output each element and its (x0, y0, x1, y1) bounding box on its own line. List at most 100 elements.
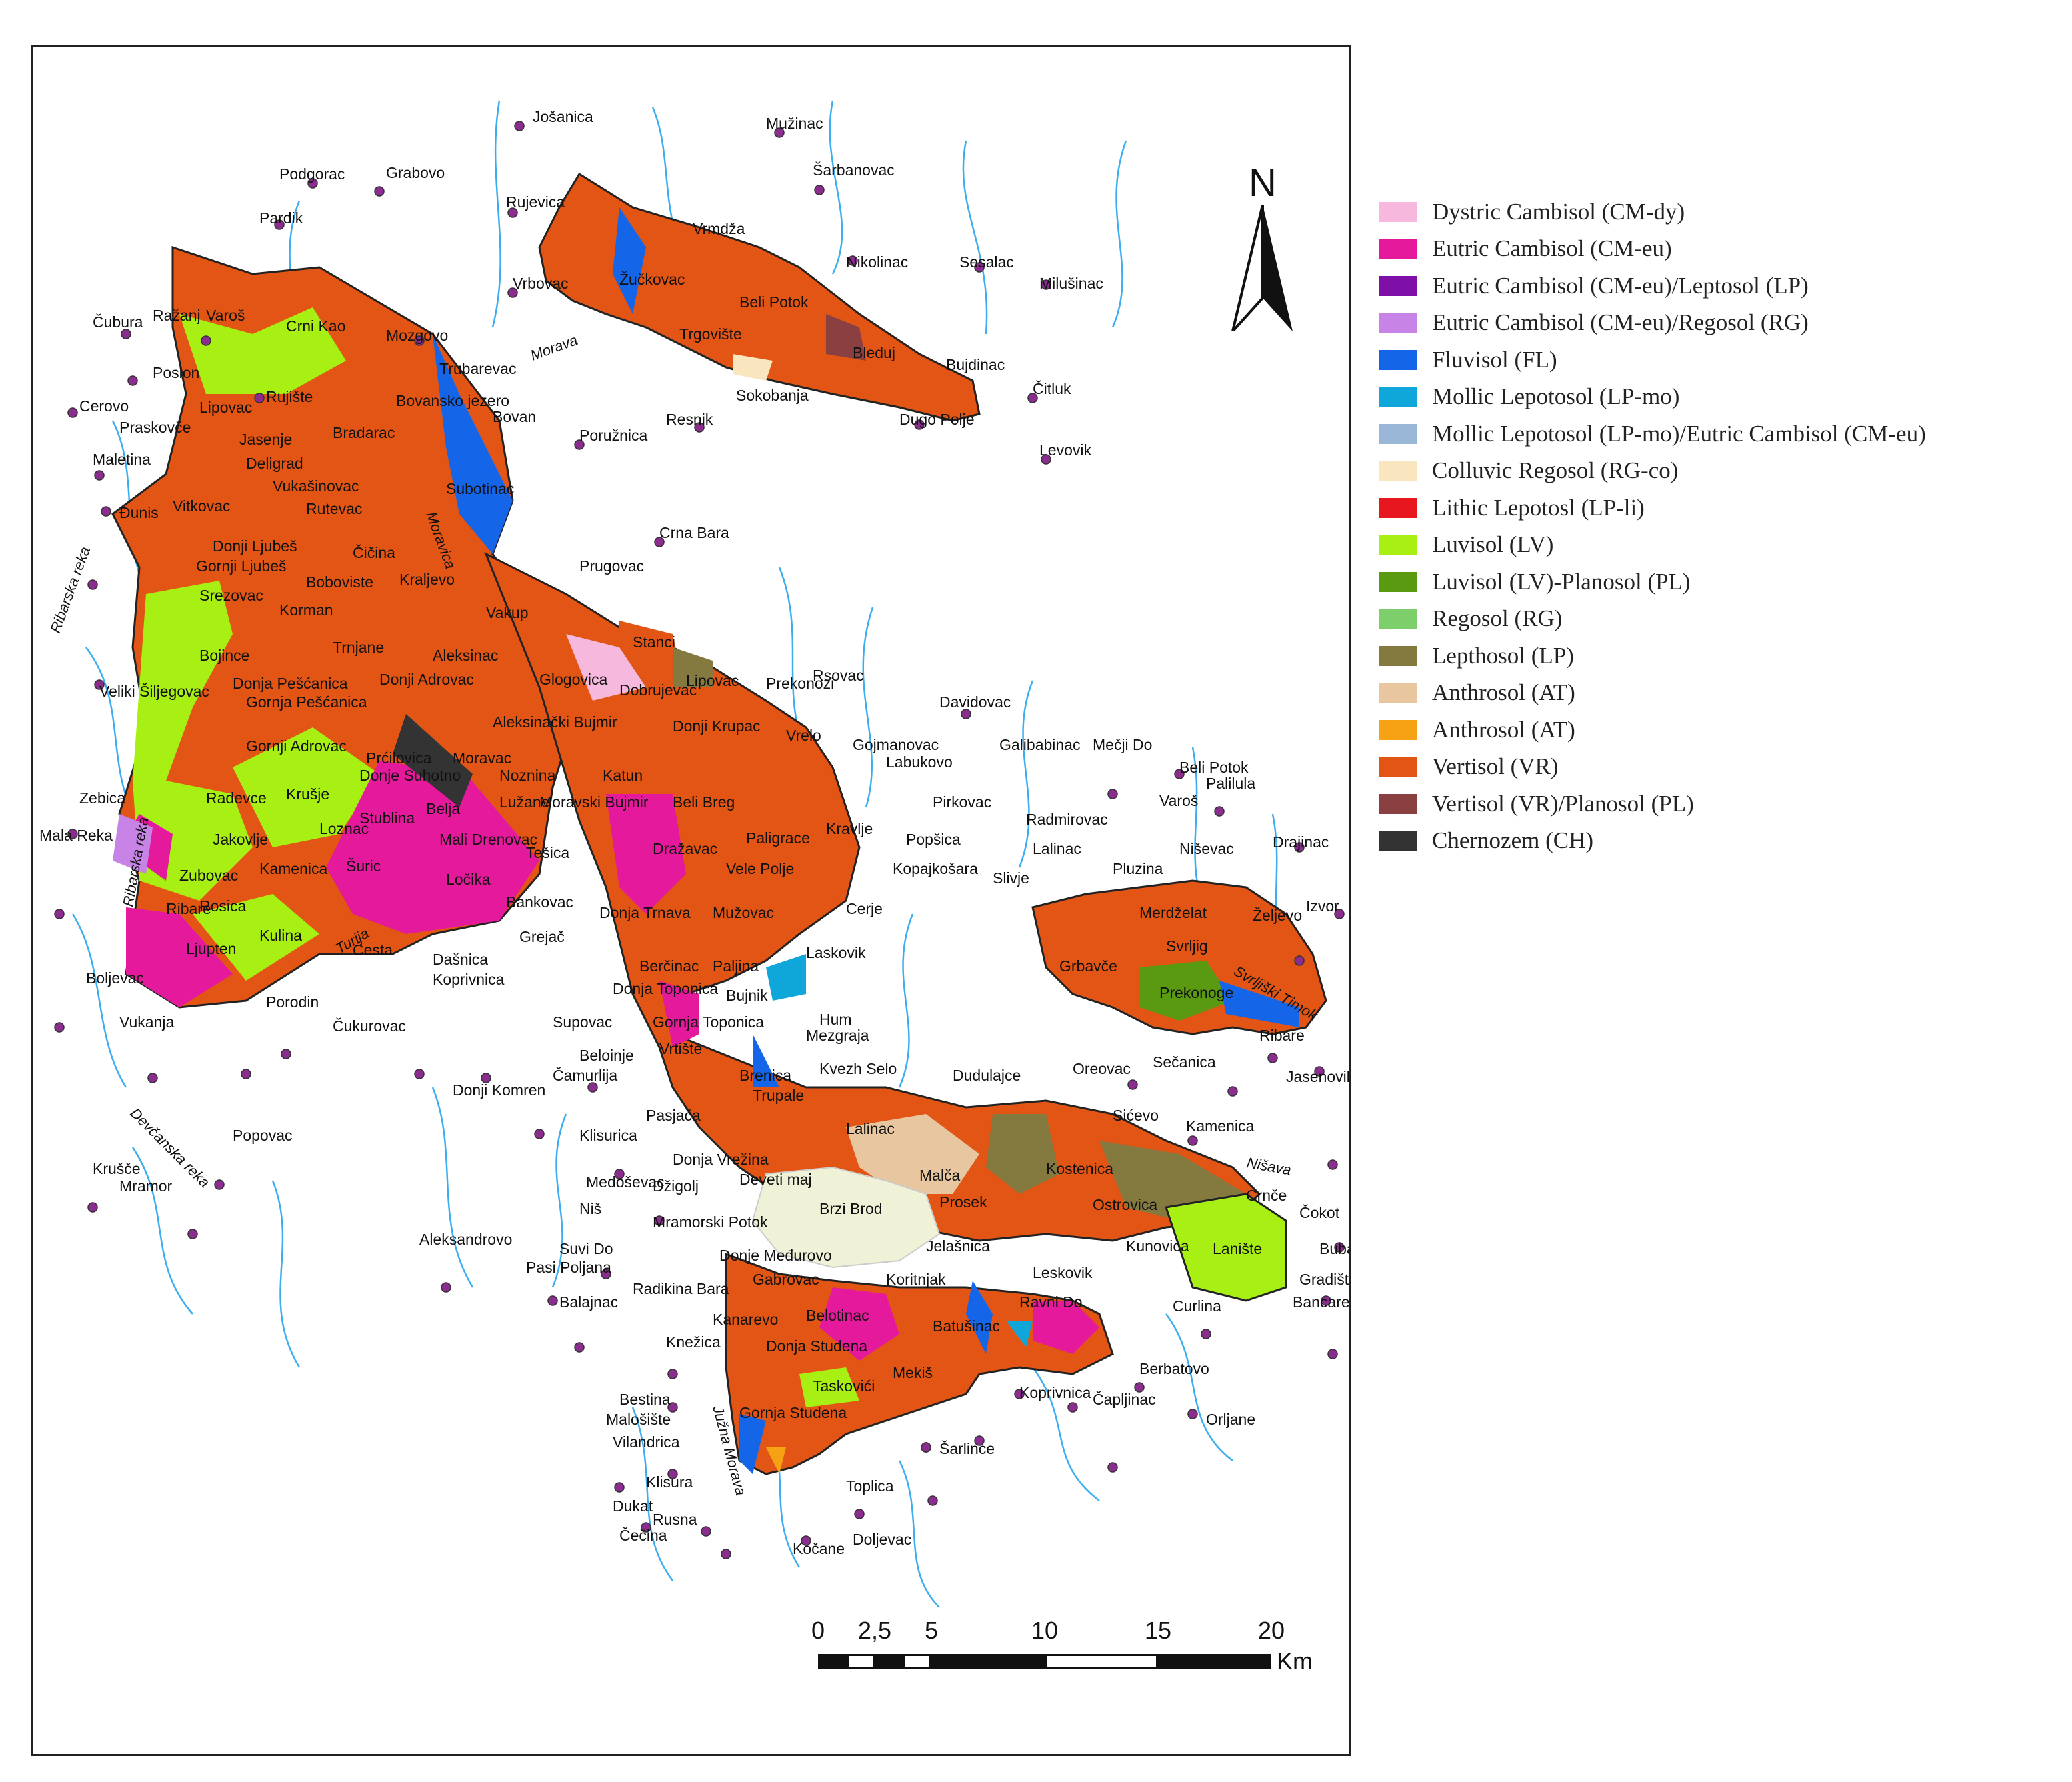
legend-label: Luvisol (LV)-Planosol (PL) (1432, 568, 1691, 595)
place-label: Ravni Do (1019, 1293, 1083, 1311)
legend-item: Luvisol (LV) (1379, 527, 2065, 564)
place-label: Sićevo (1113, 1107, 1159, 1124)
place-label: Niševac (1179, 840, 1234, 857)
legend-swatch (1379, 793, 1417, 814)
place-label: Belja (426, 800, 460, 817)
place-label: Kunovica (1126, 1237, 1189, 1255)
place-label: Čubura (93, 313, 143, 331)
place-label: Varoš (206, 307, 245, 324)
place-label: Grabovo (386, 164, 445, 181)
place-label: Ločika (446, 871, 491, 888)
place-label: Srezovac (199, 587, 263, 604)
place-label: Bancarevo (1293, 1293, 1349, 1311)
legend-item: Vertisol (VR)/Planosol (PL) (1379, 785, 2065, 823)
place-label: Pluzina (1113, 860, 1163, 877)
place-label: Porodin (266, 993, 319, 1011)
place-label: Rusna (653, 1511, 697, 1528)
place-label: Grbavče (1059, 957, 1117, 975)
place-label: Vele Polje (726, 860, 794, 877)
north-label: N (1249, 161, 1277, 205)
place-label: Svrljig (1166, 937, 1208, 955)
place-label: Rutevac (306, 500, 362, 517)
place-label: Lužane (499, 793, 549, 811)
place-label: Mozgovo (386, 327, 448, 344)
legend-item: Anthrosol (AT) (1379, 675, 2065, 712)
place-label: Podgorac (279, 165, 345, 183)
place-label: Popovac (233, 1127, 293, 1144)
legend-item: Vertisol (VR) (1379, 749, 2065, 786)
place-label: Mala Reka (39, 827, 113, 844)
river-label: Morava (528, 331, 579, 364)
legend-swatch (1379, 461, 1417, 481)
place-label: Cerovo (79, 397, 129, 415)
place-label: Beli Potok (1179, 759, 1249, 776)
place-label: Moravac (453, 749, 511, 767)
place-label: Radikina Bara (633, 1280, 729, 1297)
place-label: Žučkovac (619, 271, 685, 288)
place-label: Donja Trnava (599, 904, 691, 921)
place-label: Beli Breg (673, 793, 735, 811)
place-label: Varoš (1159, 792, 1198, 809)
legend: Dystric Cambisol (CM-dy) Eutric Cambisol … (1379, 193, 2065, 859)
place-label: Mekiš (893, 1364, 933, 1381)
place-label: Laskovik (806, 944, 866, 961)
scale-tick-label: 20 (1257, 1617, 1285, 1644)
soil-region-central (484, 551, 1261, 1242)
legend-item: Eutric Cambisol (CM-eu)/Regosol (RG) (1379, 305, 2065, 342)
place-label: Nikolinac (846, 253, 908, 271)
place-label: Sesalac (959, 253, 1014, 271)
place-label: Čečina (619, 1526, 667, 1544)
place-label: Bujnik (726, 987, 768, 1004)
place-label: Vilandrica (613, 1433, 680, 1451)
place-label: Dašnica (433, 951, 488, 968)
place-label: Deveti maj (739, 1171, 812, 1188)
place-label: Crna Bara (659, 524, 729, 541)
place-label: Bovan (493, 408, 536, 425)
place-label: Oreovac (1073, 1060, 1131, 1077)
place-label: Mali Drenovac (439, 831, 537, 848)
place-label: Malča (919, 1167, 961, 1184)
place-label: Trupale (753, 1087, 804, 1104)
north-arrow-icon (1231, 205, 1293, 331)
place-label: Supovac (553, 1013, 613, 1031)
legend-swatch (1379, 239, 1417, 259)
nis-urban-area (751, 1166, 941, 1269)
place-label: Čapljinac (1093, 1390, 1156, 1408)
soil-map: Jošanica Mužinac Podgorac Grabovo Šarban… (39, 100, 1349, 1608)
place-label: Vrmdža (693, 220, 745, 237)
place-label: Radevce (206, 789, 267, 807)
place-label: Čokot (1299, 1203, 1340, 1221)
place-label: Trgovište (679, 325, 742, 343)
place-label: Veliki Šiljegovac (99, 682, 209, 700)
place-label: Crnče (1246, 1187, 1287, 1204)
place-label: Donji Komren (453, 1081, 545, 1099)
place-label: Bubanj (1319, 1240, 1349, 1257)
legend-item: Regosol (RG) (1379, 601, 2065, 638)
place-label: Crni Kao (286, 317, 345, 335)
place-label: Ostrovica (1093, 1196, 1157, 1213)
place-label: Donji Ljubeš (213, 537, 297, 555)
place-label: Kanarevo (713, 1311, 778, 1328)
place-label: Bestina (619, 1391, 671, 1408)
place-label: Gornja Toponica (653, 1013, 764, 1031)
place-label: Šuric (346, 857, 381, 875)
place-label: Ražanj (153, 307, 201, 324)
place-label: Mramor (119, 1177, 173, 1195)
place-label: Paljina (713, 957, 759, 975)
soil-region-south (725, 1252, 1114, 1475)
place-label: Ljupten (186, 940, 236, 957)
place-label: Čamurlija (553, 1066, 617, 1084)
place-label: Resnik (666, 411, 713, 428)
legend-label: Dystric Cambisol (CM-dy) (1432, 198, 1685, 225)
place-label: Krušče (93, 1160, 141, 1177)
place-label: Mužinac (766, 115, 823, 132)
place-label: Kostenica (1046, 1160, 1113, 1177)
place-label: Brzi Brod (819, 1200, 883, 1217)
place-label: Bujdinac (946, 356, 1005, 373)
place-label: Jasenje (239, 431, 292, 448)
place-label: Kvezh Selo (819, 1060, 897, 1077)
place-label: Boboviste (306, 573, 373, 591)
place-label: Rujište (266, 388, 313, 405)
place-label: Bovansko jezero (396, 392, 509, 409)
place-label: Sokobanja (736, 387, 809, 404)
